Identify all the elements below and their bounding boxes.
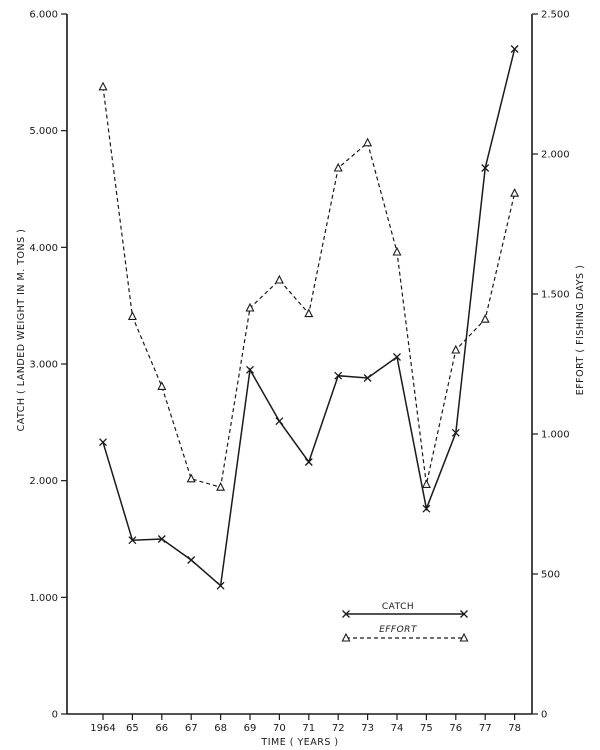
left-y-tick-label: 5.000 <box>29 126 58 137</box>
catch-point <box>246 365 254 374</box>
catch-point <box>363 374 372 382</box>
legend-effort-label: EFFORT <box>379 625 418 635</box>
left-y-tick-label: 4.000 <box>29 243 58 254</box>
catch-point <box>304 458 313 466</box>
left-y-ticks: 0 1.000 2.000 3.000 4.000 5.000 6.000 <box>29 10 67 721</box>
series-catch <box>99 45 519 590</box>
x-ticks: 1964 65 66 67 68 69 70 71 72 73 74 75 76 77 78 <box>90 714 521 734</box>
x-tick-label: 77 <box>479 723 492 734</box>
catch-point <box>99 438 107 447</box>
effort-point <box>216 481 226 491</box>
x-tick-label: 72 <box>332 723 345 734</box>
x-tick-label: 65 <box>126 723 139 734</box>
effort-point <box>127 311 137 320</box>
legend-effort-marker-start <box>341 632 351 642</box>
catch-point <box>334 371 343 380</box>
legend-catch-marker-end <box>460 610 468 618</box>
axes-frame <box>66 14 533 715</box>
effort-point <box>304 308 314 318</box>
legend-effort: EFFORT <box>341 625 469 642</box>
x-tick-label: 75 <box>420 723 433 734</box>
left-y-axis-title: CATCH ( LANDED WEIGHT IN M. TONS ) <box>16 229 27 432</box>
x-tick-label: 74 <box>391 723 404 734</box>
effort-point <box>98 81 108 91</box>
effort-point <box>480 313 490 323</box>
legend-catch: CATCH <box>342 602 468 618</box>
effort-point <box>274 274 284 284</box>
right-y-tick-label: 2.500 <box>541 10 570 21</box>
catch-point <box>393 353 401 361</box>
x-tick-label: 76 <box>449 723 462 734</box>
effort-point <box>510 187 520 197</box>
catch-point <box>275 417 284 426</box>
x-tick-label: 73 <box>361 723 374 734</box>
series-layer <box>98 45 520 590</box>
legend-catch-label: CATCH <box>382 602 414 612</box>
x-tick-label: 68 <box>214 723 227 734</box>
right-y-tick-label: 1.000 <box>541 430 570 441</box>
left-y-tick-label: 6.000 <box>29 10 58 21</box>
catch-point <box>216 581 225 590</box>
left-y-tick-label: 0 <box>52 710 58 721</box>
x-tick-label: 71 <box>302 723 315 734</box>
x-tick-label: 70 <box>273 723 286 734</box>
left-y-tick-label: 2.000 <box>29 476 58 487</box>
legend: CATCH EFFORT <box>341 602 469 642</box>
catch-point <box>128 536 137 545</box>
right-y-tick-label: 0 <box>541 710 547 721</box>
catch-point <box>510 45 519 53</box>
x-tick-label: 67 <box>185 723 198 734</box>
catch-point <box>157 535 166 543</box>
series-line-catch <box>102 48 516 588</box>
right-y-ticks: 0 500 1.000 1.500 2.000 2.500 <box>532 10 570 721</box>
effort-point <box>421 479 431 488</box>
right-y-tick-label: 1.500 <box>541 290 570 301</box>
effort-point <box>186 473 196 483</box>
right-y-tick-label: 500 <box>541 570 560 581</box>
right-y-tick-label: 2.000 <box>541 150 570 161</box>
effort-point <box>392 246 402 256</box>
x-axis-title: TIME ( YEARS ) <box>260 737 338 748</box>
catch-point <box>481 164 490 172</box>
series-effort <box>98 81 520 491</box>
effort-point <box>245 302 255 312</box>
legend-effort-marker-end <box>459 632 469 642</box>
effort-point <box>363 137 373 147</box>
x-tick-label: 78 <box>508 723 521 734</box>
right-y-axis-title: EFFORT ( FISHING DAYS ) <box>575 265 586 396</box>
series-line-effort <box>102 86 516 488</box>
catch-point <box>451 428 460 437</box>
catch-point <box>422 504 431 513</box>
catch-point <box>187 556 196 564</box>
effort-point <box>157 381 167 390</box>
left-y-tick-label: 3.000 <box>29 360 58 371</box>
left-y-tick-label: 1.000 <box>29 593 58 604</box>
x-tick-label: 69 <box>244 723 257 734</box>
effort-point <box>333 162 343 172</box>
x-tick-label: 66 <box>155 723 168 734</box>
effort-point <box>451 344 461 354</box>
x-tick-label: 1964 <box>90 723 115 734</box>
legend-catch-marker-start <box>342 610 350 618</box>
